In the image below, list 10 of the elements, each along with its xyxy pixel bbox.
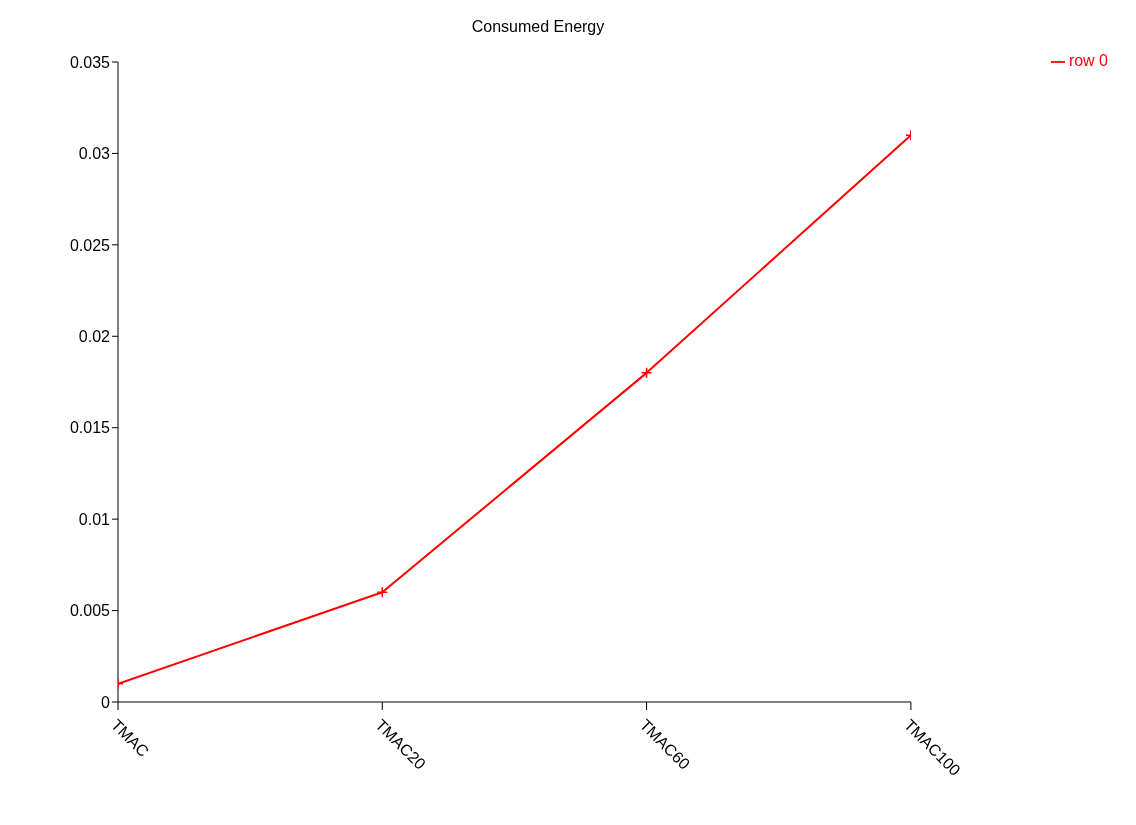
y-tick-label: 0.015 — [69, 419, 111, 437]
y-tick-label: 0.01 — [78, 510, 111, 528]
y-tick-label: 0 — [101, 693, 111, 711]
y-tick-label: 0.035 — [69, 53, 111, 71]
y-tick-label: 0.005 — [69, 602, 111, 620]
y-tick-label: 0.025 — [69, 236, 111, 254]
y-tick-label: 0.03 — [78, 145, 111, 163]
legend-label: row 0 — [1068, 52, 1108, 69]
y-tick-label: 0.02 — [78, 327, 111, 345]
chart-title: Consumed Energy — [470, 18, 606, 36]
